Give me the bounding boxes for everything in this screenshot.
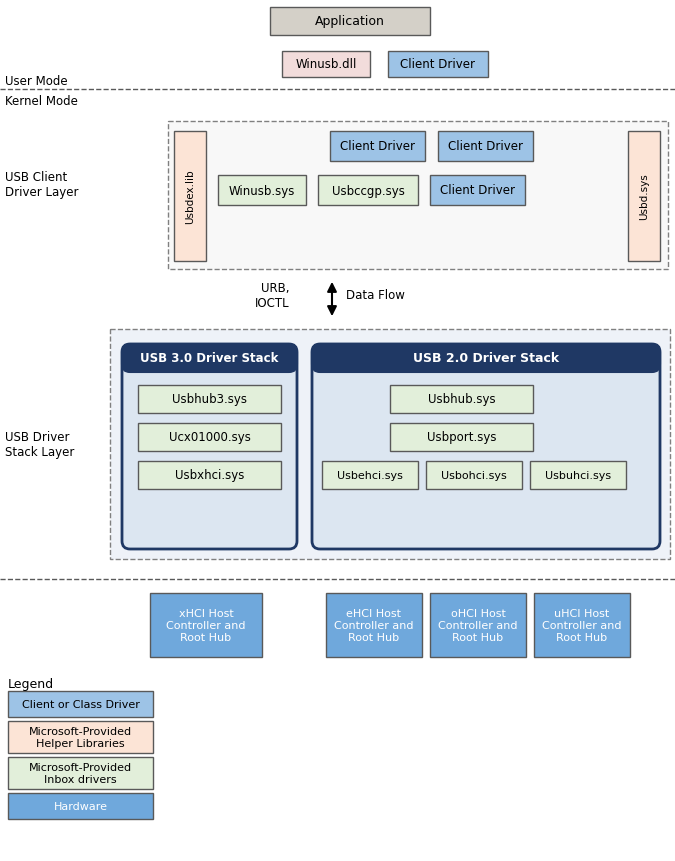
- Text: Usbxhci.sys: Usbxhci.sys: [175, 469, 244, 482]
- Bar: [110, 330, 670, 560]
- Bar: [282, 52, 370, 77]
- Text: xHCI Host
Controller and
Root Hub: xHCI Host Controller and Root Hub: [166, 609, 246, 641]
- FancyBboxPatch shape: [122, 344, 297, 549]
- FancyBboxPatch shape: [122, 344, 297, 373]
- Text: Usbdex.lib: Usbdex.lib: [185, 170, 195, 224]
- Bar: [534, 593, 630, 657]
- Text: USB 3.0 Driver Stack: USB 3.0 Driver Stack: [140, 352, 279, 365]
- Bar: [150, 593, 262, 657]
- Text: Application: Application: [315, 15, 385, 28]
- Text: USB Client
Driver Layer: USB Client Driver Layer: [5, 170, 78, 199]
- Text: Client or Class Driver: Client or Class Driver: [22, 699, 140, 709]
- Text: Usbhub.sys: Usbhub.sys: [428, 393, 495, 406]
- Text: uHCI Host
Controller and
Root Hub: uHCI Host Controller and Root Hub: [542, 609, 622, 641]
- Text: Usbport.sys: Usbport.sys: [427, 431, 496, 444]
- Bar: [8, 793, 153, 819]
- Bar: [138, 424, 281, 451]
- FancyBboxPatch shape: [312, 344, 660, 373]
- Text: URB,
IOCTL: URB, IOCTL: [255, 282, 290, 310]
- Bar: [138, 386, 281, 413]
- Bar: [390, 424, 533, 451]
- Bar: [326, 593, 422, 657]
- Bar: [430, 593, 526, 657]
- Text: USB Driver
Stack Layer: USB Driver Stack Layer: [5, 430, 74, 458]
- Text: Usbohci.sys: Usbohci.sys: [441, 470, 507, 480]
- Bar: [168, 122, 668, 269]
- Text: Ucx01000.sys: Ucx01000.sys: [169, 431, 250, 444]
- Bar: [426, 461, 522, 489]
- Text: Usbd.sys: Usbd.sys: [639, 173, 649, 220]
- Text: Usbhub3.sys: Usbhub3.sys: [172, 393, 247, 406]
- Text: eHCI Host
Controller and
Root Hub: eHCI Host Controller and Root Hub: [334, 609, 414, 641]
- Bar: [430, 176, 525, 206]
- Text: Client Driver: Client Driver: [440, 184, 515, 197]
- Bar: [628, 132, 660, 262]
- FancyBboxPatch shape: [312, 344, 660, 549]
- Bar: [8, 757, 153, 789]
- Bar: [218, 176, 306, 206]
- Text: Winusb.dll: Winusb.dll: [296, 59, 356, 71]
- Text: User Mode: User Mode: [5, 75, 68, 88]
- Bar: [530, 461, 626, 489]
- Bar: [438, 132, 533, 162]
- Text: Client Driver: Client Driver: [448, 140, 523, 153]
- Bar: [322, 461, 418, 489]
- Text: USB 2.0 Driver Stack: USB 2.0 Driver Stack: [413, 352, 559, 365]
- Text: Hardware: Hardware: [53, 801, 107, 811]
- Text: Microsoft-Provided
Helper Libraries: Microsoft-Provided Helper Libraries: [29, 727, 132, 748]
- Bar: [318, 176, 418, 206]
- Bar: [8, 722, 153, 753]
- Bar: [388, 52, 488, 77]
- Text: Data Flow: Data Flow: [346, 289, 405, 302]
- Text: Microsoft-Provided
Inbox drivers: Microsoft-Provided Inbox drivers: [29, 762, 132, 784]
- Bar: [330, 132, 425, 162]
- Text: Client Driver: Client Driver: [340, 140, 415, 153]
- Bar: [270, 8, 430, 36]
- Bar: [390, 386, 533, 413]
- Bar: [138, 461, 281, 489]
- Text: Usbccgp.sys: Usbccgp.sys: [331, 184, 404, 197]
- Text: Legend: Legend: [8, 678, 54, 691]
- Text: Usbehci.sys: Usbehci.sys: [337, 470, 403, 480]
- Text: oHCI Host
Controller and
Root Hub: oHCI Host Controller and Root Hub: [438, 609, 518, 641]
- Bar: [174, 132, 206, 262]
- Bar: [8, 691, 153, 717]
- Text: Winusb.sys: Winusb.sys: [229, 184, 295, 197]
- Text: Client Driver: Client Driver: [400, 59, 475, 71]
- Text: Kernel Mode: Kernel Mode: [5, 95, 78, 108]
- Text: Usbuhci.sys: Usbuhci.sys: [545, 470, 611, 480]
